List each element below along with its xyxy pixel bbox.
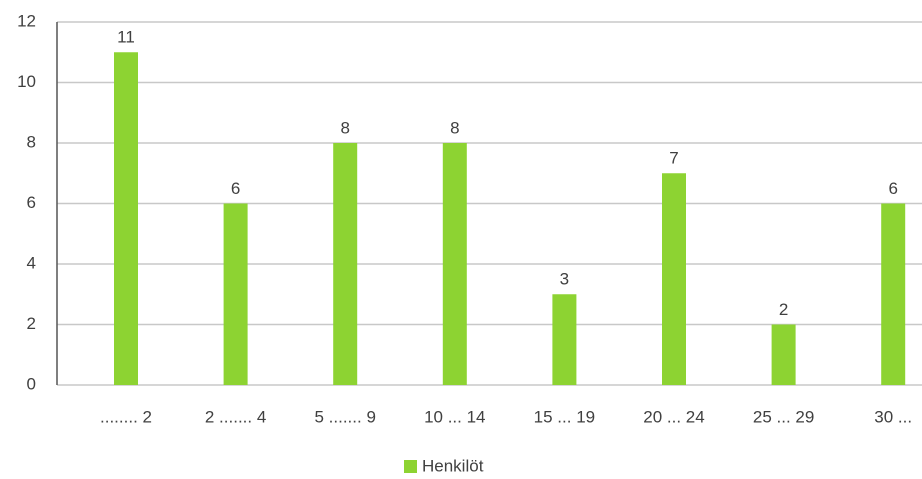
bar (771, 324, 796, 385)
y-tick-label: 0 (27, 374, 36, 393)
y-tick-label: 10 (17, 72, 36, 91)
x-tick-label: 10 ... 14 (424, 407, 485, 426)
x-tick-label: 25 ... 29 (753, 407, 814, 426)
data-label: 6 (888, 179, 897, 198)
data-label: 8 (450, 118, 459, 137)
y-tick-label: 2 (27, 314, 36, 333)
bar (881, 203, 906, 385)
y-tick-label: 6 (27, 193, 36, 212)
data-label: 8 (340, 118, 349, 137)
bar (552, 294, 577, 385)
y-tick-label: 4 (27, 253, 36, 272)
legend-label: Henkilöt (422, 456, 484, 475)
x-tick-label: 2 ....... 4 (205, 407, 266, 426)
x-tick-label: 20 ... 24 (643, 407, 704, 426)
x-tick-label: ........ 2 (100, 407, 152, 426)
bar (114, 52, 138, 385)
x-tick-label: 15 ... 19 (534, 407, 595, 426)
bar (223, 203, 248, 385)
legend-swatch (404, 460, 417, 473)
x-tick-label: 5 ....... 9 (314, 407, 375, 426)
y-tick-label: 12 (17, 11, 36, 30)
x-tick-label: 30 ... (874, 407, 912, 426)
y-tick-label: 8 (27, 132, 36, 151)
data-label: 3 (560, 270, 569, 289)
data-label: 2 (779, 300, 788, 319)
data-label: 11 (117, 28, 135, 47)
bar (442, 143, 467, 385)
bar (333, 143, 358, 385)
data-label: 7 (669, 149, 678, 168)
bar (662, 173, 686, 385)
data-label: 6 (231, 179, 240, 198)
